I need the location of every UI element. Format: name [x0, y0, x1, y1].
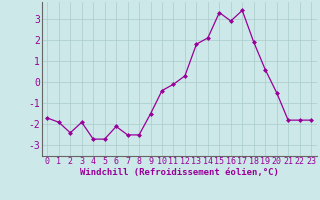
X-axis label: Windchill (Refroidissement éolien,°C): Windchill (Refroidissement éolien,°C) [80, 168, 279, 177]
